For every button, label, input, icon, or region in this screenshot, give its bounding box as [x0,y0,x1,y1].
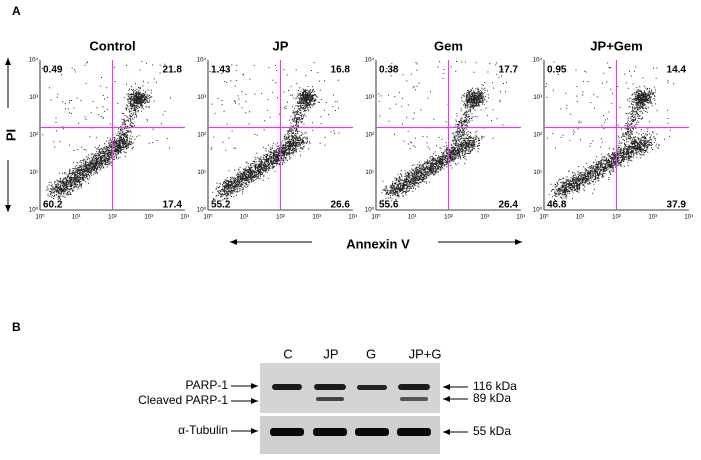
y-tick-label: 10¹ [29,170,38,176]
size-label: 89 kDa [473,391,511,405]
quadrant-value: 46.8 [547,200,567,211]
x-tick-label: 10² [444,215,453,221]
dot-cloud [209,62,340,201]
x-tick-label: 10³ [648,215,657,221]
y-tick-label: 10⁴ [197,57,207,64]
x-tick-label: 10⁴ [684,214,694,221]
quadrant-value: 0.49 [43,65,63,76]
quadrant-value: 14.4 [667,65,687,76]
plot-title: JP [273,38,289,53]
y-tick-label: 10² [29,133,38,139]
x-tick-label: 10² [612,215,621,221]
y-tick-label: 10³ [197,95,206,101]
y-tick-label: 10⁰ [365,207,375,214]
x-tick-label: 10⁰ [539,214,549,221]
dot-cloud [41,61,172,200]
protein-label: PARP-1 [186,378,229,392]
protein-label: α-Tubulin [178,423,228,437]
quadrant-value: 60.2 [43,200,63,211]
quadrant-value: 17.7 [499,65,519,76]
plot-title: Gem [434,38,463,53]
quadrant-value: 55.2 [211,200,231,211]
quadrant-value: 0.95 [547,65,567,76]
y-axis-label: PI [3,129,18,141]
y-tick-label: 10² [533,133,542,139]
quadrant-value: 26.4 [499,200,519,211]
lane-label: JP [323,346,338,361]
y-tick-label: 10² [365,133,374,139]
panel-label: A [12,4,21,18]
y-tick-label: 10³ [533,95,542,101]
x-tick-label: 10³ [312,215,321,221]
quadrant-value: 0.38 [379,65,399,76]
x-axis-label: Annexin V [346,236,410,251]
x-tick-label: 10⁰ [371,214,381,221]
size-label: 55 kDa [473,424,511,438]
quadrant-value: 37.9 [667,200,687,211]
y-tick-label: 10⁰ [197,207,207,214]
x-tick-label: 10¹ [240,215,249,221]
y-tick-label: 10⁴ [29,57,39,64]
x-tick-label: 10¹ [576,215,585,221]
quadrant-value: 17.4 [163,200,183,211]
y-tick-label: 10³ [365,95,374,101]
quadrant-value: 26.6 [331,200,351,211]
x-tick-label: 10¹ [408,215,417,221]
x-tick-label: 10⁴ [180,214,190,221]
panel-label: B [12,320,21,334]
quadrant-value: 21.8 [163,65,183,76]
x-tick-label: 10² [108,215,117,221]
y-tick-label: 10¹ [365,170,374,176]
quadrant-value: 55.6 [379,200,399,211]
y-tick-label: 10¹ [533,170,542,176]
plot-title: JP+Gem [590,38,642,53]
protein-label: Cleaved PARP-1 [138,393,228,407]
x-tick-label: 10³ [144,215,153,221]
size-label: 116 kDa [473,379,517,393]
x-tick-label: 10⁰ [35,214,45,221]
y-tick-label: 10⁰ [29,207,39,214]
x-tick-label: 10⁴ [516,214,526,221]
lane-label: JP+G [409,346,442,361]
x-tick-label: 10⁰ [203,214,213,221]
x-tick-label: 10³ [480,215,489,221]
dot-cloud [545,61,675,201]
y-tick-label: 10¹ [197,170,206,176]
y-tick-label: 10³ [29,95,38,101]
lane-label: G [366,346,376,361]
quadrant-value: 16.8 [331,65,351,76]
y-tick-label: 10⁴ [365,57,375,64]
x-tick-label: 10² [276,215,285,221]
y-tick-label: 10⁴ [533,57,543,64]
y-tick-label: 10⁰ [533,207,543,214]
x-tick-label: 10⁴ [348,214,358,221]
plot-title: Control [89,38,135,53]
y-tick-label: 10² [197,133,206,139]
lane-label: C [283,346,292,361]
x-tick-label: 10¹ [72,215,81,221]
bands [270,384,431,436]
dot-cloud [378,61,507,202]
quadrant-value: 1.43 [211,65,231,76]
